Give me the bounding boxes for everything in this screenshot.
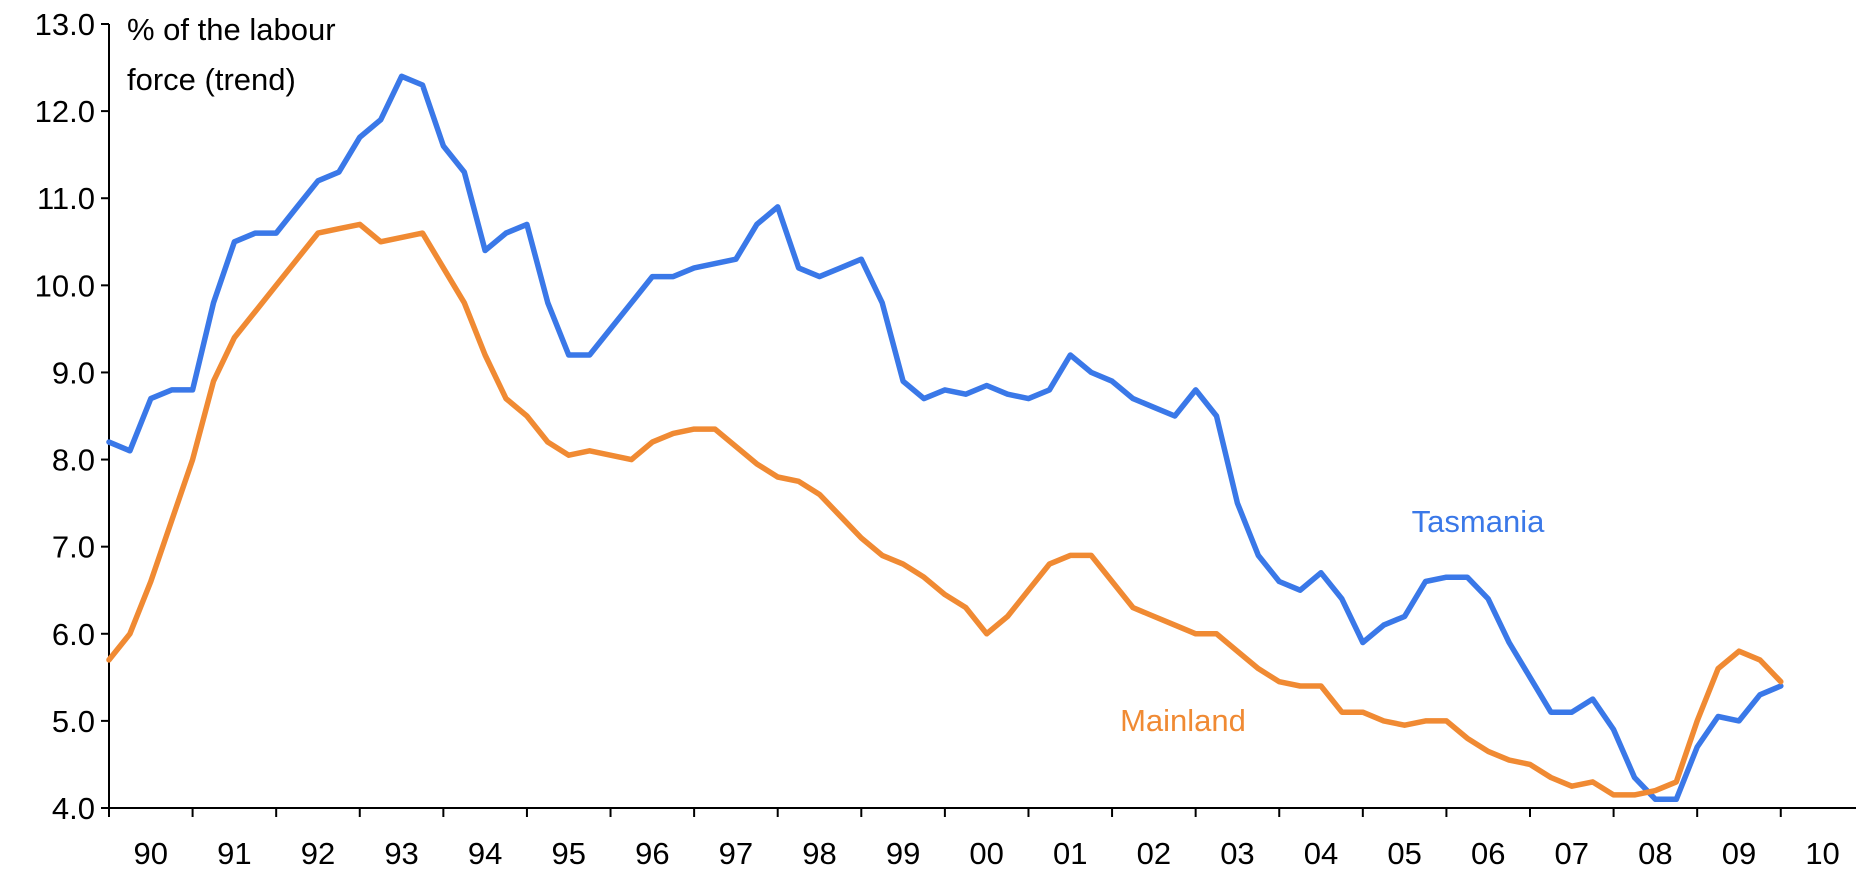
x-tick-label: 93	[384, 836, 418, 871]
x-tick-label: 01	[1053, 836, 1087, 871]
x-tick-label: 90	[134, 836, 168, 871]
x-tick-label: 97	[719, 836, 753, 871]
x-tick-label: 05	[1387, 836, 1421, 871]
x-tick-label: 92	[301, 836, 335, 871]
y-axis-label: force (trend)	[127, 62, 296, 97]
x-tick-label: 09	[1722, 836, 1756, 871]
x-tick-label: 08	[1638, 836, 1672, 871]
x-tick-label: 99	[886, 836, 920, 871]
series-line	[106, 221, 1784, 798]
y-tick-label: 5.0	[52, 704, 95, 739]
y-tick-label: 13.0	[35, 7, 95, 42]
series-line	[106, 73, 1784, 803]
x-tick-label: 06	[1471, 836, 1505, 871]
y-tick-label: 9.0	[52, 355, 95, 390]
x-tick-label: 91	[217, 836, 251, 871]
x-tick-label: 04	[1304, 836, 1338, 871]
series-label: Mainland	[1120, 703, 1246, 738]
x-tick-label: 95	[551, 836, 585, 871]
y-tick-label: 4.0	[52, 791, 95, 826]
y-axis-label: % of the labour	[127, 12, 336, 47]
x-tick-label: 03	[1220, 836, 1254, 871]
x-tick-label: 07	[1555, 836, 1589, 871]
x-tick-label: 02	[1137, 836, 1171, 871]
series-label: Tasmania	[1412, 504, 1545, 539]
x-tick-label: 96	[635, 836, 669, 871]
y-tick-label: 8.0	[52, 443, 95, 478]
y-tick-label: 12.0	[35, 94, 95, 129]
x-tick-label: 98	[802, 836, 836, 871]
y-tick-label: 11.0	[37, 181, 95, 216]
y-tick-label: 6.0	[52, 617, 95, 652]
y-tick-label: 10.0	[35, 268, 95, 303]
x-tick-label: 00	[969, 836, 1003, 871]
x-tick-label: 94	[468, 836, 502, 871]
y-tick-label: 7.0	[52, 530, 95, 565]
x-tick-label: 10	[1805, 836, 1839, 871]
